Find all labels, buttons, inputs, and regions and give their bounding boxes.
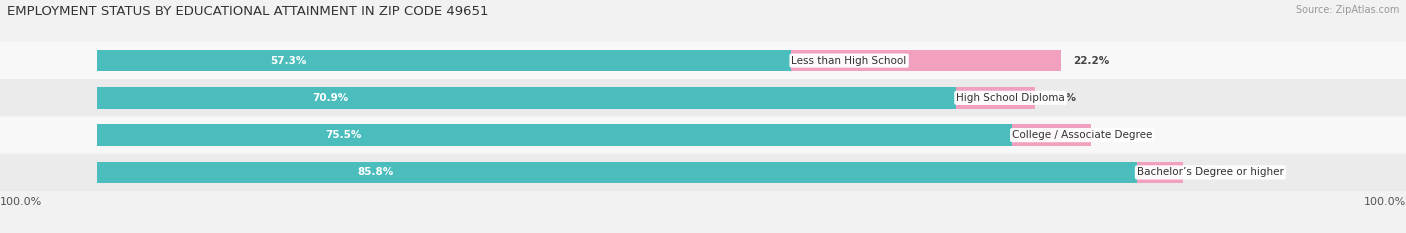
FancyBboxPatch shape bbox=[0, 154, 1406, 191]
Bar bbox=[1012, 124, 1091, 146]
Text: EMPLOYMENT STATUS BY EDUCATIONAL ATTAINMENT IN ZIP CODE 49651: EMPLOYMENT STATUS BY EDUCATIONAL ATTAINM… bbox=[7, 5, 488, 18]
Bar bbox=[792, 50, 1060, 71]
Text: Source: ZipAtlas.com: Source: ZipAtlas.com bbox=[1295, 5, 1399, 15]
Bar bbox=[97, 124, 1012, 146]
Bar bbox=[97, 50, 792, 71]
Bar bbox=[97, 162, 1137, 183]
FancyBboxPatch shape bbox=[0, 116, 1406, 154]
Text: 100.0%: 100.0% bbox=[1364, 197, 1406, 207]
Text: 70.9%: 70.9% bbox=[312, 93, 349, 103]
Text: Bachelor’s Degree or higher: Bachelor’s Degree or higher bbox=[1137, 168, 1284, 177]
Text: 57.3%: 57.3% bbox=[270, 56, 307, 65]
FancyBboxPatch shape bbox=[0, 42, 1406, 79]
Text: 75.5%: 75.5% bbox=[326, 130, 363, 140]
Bar bbox=[1137, 162, 1182, 183]
Text: 3.8%: 3.8% bbox=[1195, 168, 1225, 177]
Bar bbox=[97, 87, 956, 109]
Bar bbox=[956, 87, 1035, 109]
Text: 22.2%: 22.2% bbox=[1073, 56, 1109, 65]
Text: 100.0%: 100.0% bbox=[0, 197, 42, 207]
Text: College / Associate Degree: College / Associate Degree bbox=[1012, 130, 1153, 140]
Text: 6.5%: 6.5% bbox=[1102, 130, 1132, 140]
Text: 85.8%: 85.8% bbox=[357, 168, 394, 177]
FancyBboxPatch shape bbox=[0, 79, 1406, 116]
Text: High School Diploma: High School Diploma bbox=[956, 93, 1066, 103]
Text: Less than High School: Less than High School bbox=[792, 56, 907, 65]
Text: 6.5%: 6.5% bbox=[1047, 93, 1076, 103]
